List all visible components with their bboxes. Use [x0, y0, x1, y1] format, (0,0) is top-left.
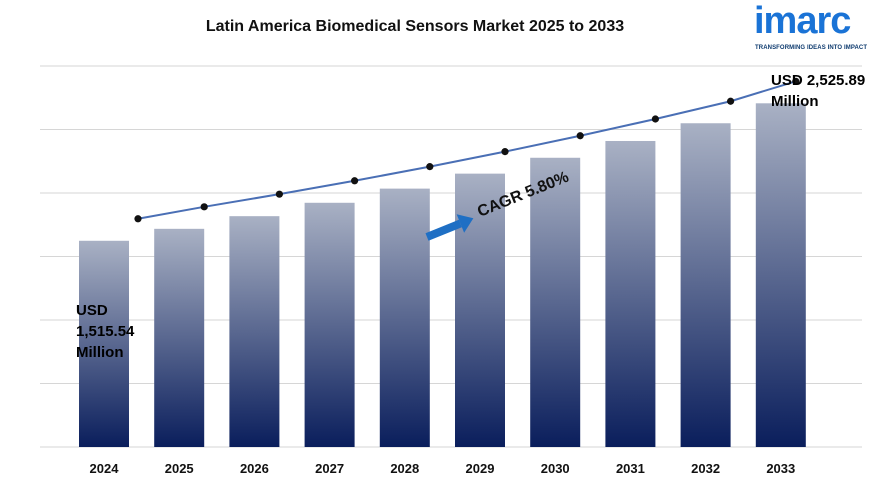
trend-point-2033 — [792, 77, 800, 85]
x-tick-label: 2025 — [165, 461, 194, 476]
start-value-line-2: 1,515.54 — [76, 323, 135, 340]
trend-point-2029 — [501, 148, 509, 156]
trend-point-2026 — [275, 190, 283, 198]
bar-2025 — [154, 228, 205, 447]
x-tick-label: 2030 — [541, 461, 570, 476]
cagr-arrow-head — [456, 214, 474, 233]
bar-2028 — [379, 188, 430, 448]
bar-2024 — [79, 240, 129, 447]
bar-2026 — [229, 216, 280, 447]
trend-line — [137, 80, 797, 220]
start-value-annotation: USD 1,515.54 Million — [76, 300, 140, 363]
cagr-arrow-shaft — [425, 219, 462, 241]
x-tick-label: 2028 — [390, 461, 419, 476]
x-tick-label: 2027 — [315, 461, 344, 476]
trend-point-2025 — [200, 203, 208, 211]
imarc-logo: imarc TRANSFORMING IDEAS INTO IMPACT — [752, 0, 870, 56]
end-value-annotation: USD 2,525.89 Million — [771, 70, 870, 112]
x-tick-label: 2031 — [616, 461, 645, 476]
bar-2031 — [605, 140, 656, 448]
bar-2027 — [304, 202, 355, 447]
trend-point-2032 — [727, 97, 735, 105]
x-tick-label: 2026 — [240, 461, 269, 476]
logo-wordmark: imarc — [754, 0, 851, 42]
x-tick-label: 2033 — [766, 461, 795, 476]
trend-point-2031 — [651, 115, 660, 123]
bar-2032 — [680, 123, 731, 448]
end-value-line-1: USD 2,525.89 — [771, 72, 866, 89]
x-tick-label: 2032 — [691, 461, 720, 476]
x-tick-label: 2029 — [466, 461, 495, 476]
trend-point-2028 — [426, 163, 434, 171]
bar-2030 — [530, 157, 581, 447]
start-value-line-3: Million — [76, 344, 124, 361]
bar-2033 — [755, 103, 806, 448]
x-tick-label: 2024 — [90, 461, 120, 476]
end-value-line-2: Million — [771, 93, 819, 110]
trend-point-2027 — [351, 177, 359, 185]
logo-tagline: TRANSFORMING IDEAS INTO IMPACT — [755, 45, 868, 51]
chart-title: Latin America Biomedical Sensors Market … — [205, 18, 625, 35]
trend-point-2030 — [576, 132, 584, 140]
cagr-arrow-icon — [425, 214, 474, 241]
start-value-line-1: USD — [76, 302, 108, 319]
trend-point-2024 — [134, 215, 142, 223]
